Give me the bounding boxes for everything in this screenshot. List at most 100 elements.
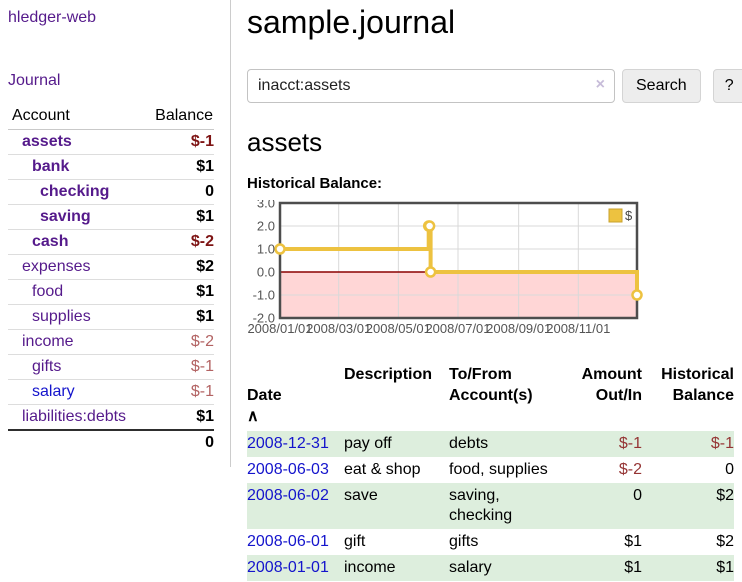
register-description-cell: save: [344, 487, 378, 504]
register-date-link[interactable]: 2008-06-03: [247, 461, 329, 478]
sidebar-account-cell: salary: [8, 379, 146, 405]
chart-y-tick-label: 1.0: [257, 242, 275, 257]
sidebar-account-balance: $-1: [145, 354, 214, 380]
chart-x-tick-label: 2008/11/01: [546, 321, 610, 336]
register-balance-cell: $2: [716, 533, 734, 550]
sidebar: hledger-web Journal Account Balance asse…: [0, 0, 231, 467]
register-row: 2008-06-03 eat & shop food, supplies $-2 0: [247, 457, 734, 483]
main-content: sample.journal × Search ? assets Histori…: [231, 0, 742, 581]
register-accounts-cell: debts: [449, 435, 489, 452]
register-amount-cell: 0: [633, 487, 642, 504]
register-date-cell: 2008-12-31: [247, 431, 344, 457]
register-header-amount: Amount Out/In: [581, 366, 642, 404]
sidebar-account-cell: expenses: [8, 254, 146, 280]
search-input[interactable]: [247, 69, 615, 103]
register-body: 2008-12-31 pay off debts $-1 $-1 2008-06-03 ea…: [247, 431, 734, 581]
sidebar-account-link-cash[interactable]: cash: [32, 233, 69, 250]
sidebar-account-balance: 0: [145, 179, 214, 205]
sidebar-account-link-assets[interactable]: assets: [22, 133, 72, 150]
sidebar-account-row: salary $-1: [8, 379, 214, 405]
app-brand-link[interactable]: hledger-web: [8, 9, 97, 26]
chart-y-tick-label: 2.0: [257, 219, 275, 234]
sidebar-account-cell: saving: [8, 204, 146, 230]
sidebar-account-balance: $1: [145, 204, 214, 230]
chart-legend-label: $: [625, 208, 633, 223]
register-description-cell: gift: [344, 533, 366, 550]
sort-ascending-icon: ∧: [247, 408, 259, 425]
nav-journal-link[interactable]: Journal: [8, 72, 61, 89]
register-accounts-cell: saving, checking: [449, 487, 513, 524]
sidebar-account-balance: $-2: [145, 329, 214, 355]
sidebar-accounts-header-row: Account Balance: [8, 107, 214, 130]
register-row: 2008-06-01 gift gifts $1 $2: [247, 529, 734, 555]
sidebar-account-row: checking 0: [8, 179, 214, 205]
register-balance-cell: $-1: [710, 435, 734, 452]
chart-y-tick-label: -2.0: [253, 311, 275, 326]
register-header-balance: Historical Balance: [661, 366, 734, 404]
sidebar-nav: Journal: [8, 72, 230, 90]
register-date-link[interactable]: 2008-06-02: [247, 487, 329, 504]
register-description-cell: income: [344, 559, 396, 576]
sidebar-total-row: 0: [8, 429, 214, 455]
sidebar-accounts-table: Account Balance assets $-1 bank $1 checking 0…: [8, 107, 214, 455]
sidebar-account-row: gifts $-1: [8, 354, 214, 380]
sidebar-total-spacer: [8, 429, 146, 455]
chart-point: [631, 289, 643, 301]
chart-x-tick-label: 2008/01/01: [247, 321, 312, 336]
sidebar-account-row: expenses $2: [8, 254, 214, 280]
help-button[interactable]: ?: [712, 69, 742, 103]
sidebar-accounts-header-balance: Balance: [145, 107, 214, 130]
sidebar-account-cell: cash: [8, 229, 146, 255]
chart-point: [423, 220, 436, 232]
register-date-cell: 2008-01-01: [247, 555, 344, 581]
register-description-cell: pay off: [344, 435, 392, 452]
chart-border: [278, 201, 639, 320]
sidebar-account-row: bank $1: [8, 154, 214, 180]
sidebar-account-balance: $-1: [145, 129, 214, 155]
sidebar-account-cell: assets: [8, 129, 146, 155]
app-brand: hledger-web: [8, 9, 230, 27]
chart-x-tick-label: 2008/05/01: [366, 321, 431, 336]
sidebar-account-cell: gifts: [8, 354, 146, 380]
sidebar-accounts-header-account: Account: [8, 107, 146, 130]
register-date-cell: 2008-06-03: [247, 457, 344, 483]
search-button[interactable]: Search: [622, 69, 701, 103]
register-accounts-cell: salary: [449, 559, 492, 576]
register-date-link[interactable]: 2008-01-01: [247, 559, 329, 576]
register-balance-cell: $2: [716, 487, 734, 504]
sidebar-account-link-liabilities-debts[interactable]: liabilities:debts: [22, 408, 127, 425]
sidebar-account-balance: $1: [145, 279, 214, 305]
sidebar-account-link-expenses[interactable]: expenses: [22, 258, 91, 275]
register-accounts-cell: gifts: [449, 533, 479, 550]
register-date-link[interactable]: 2008-06-01: [247, 533, 329, 550]
sidebar-account-cell: supplies: [8, 304, 146, 330]
sidebar-account-row: liabilities:debts $1: [8, 404, 214, 431]
sidebar-account-link-gifts[interactable]: gifts: [32, 358, 62, 375]
sidebar-total-balance: 0: [145, 429, 214, 455]
sidebar-account-link-supplies[interactable]: supplies: [32, 308, 91, 325]
sidebar-account-link-income[interactable]: income: [22, 333, 74, 350]
sidebar-account-link-bank[interactable]: bank: [32, 158, 70, 175]
register-date-link[interactable]: 2008-12-31: [247, 435, 329, 452]
sidebar-account-row: cash $-2: [8, 229, 214, 255]
register-amount-cell: $-2: [618, 461, 642, 478]
sidebar-account-link-saving[interactable]: saving: [40, 208, 91, 225]
sidebar-account-link-salary[interactable]: salary: [32, 383, 75, 400]
register-row: 2008-06-02 save saving, checking 0 $2: [247, 483, 734, 529]
register-header-date[interactable]: Date ∧: [247, 362, 344, 431]
register-row: 2008-01-01 income salary $1 $1: [247, 555, 734, 581]
sidebar-accounts-body: assets $-1 bank $1 checking 0 saving $1 cash $-2 e…: [8, 129, 214, 431]
sidebar-account-link-checking[interactable]: checking: [40, 183, 110, 200]
sidebar-account-link-food[interactable]: food: [32, 283, 64, 300]
register-balance-cell: $1: [716, 559, 734, 576]
sidebar-account-cell: food: [8, 279, 146, 305]
clear-search-icon[interactable]: ×: [595, 76, 605, 93]
chart-y-tick-label: -1.0: [253, 288, 275, 303]
sidebar-account-row: assets $-1: [8, 129, 214, 155]
sidebar-account-row: income $-2: [8, 329, 214, 355]
sidebar-account-balance: $1: [145, 404, 214, 431]
chart-title: Historical Balance:: [247, 175, 383, 192]
sidebar-account-cell: bank: [8, 154, 146, 180]
sidebar-account-cell: checking: [8, 179, 146, 205]
